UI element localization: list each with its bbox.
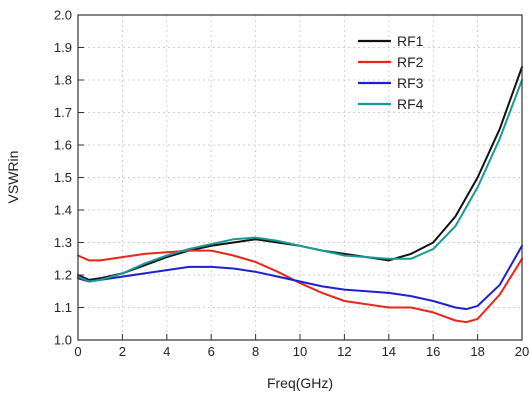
series-line-rf4: [77, 79, 523, 283]
x-tick-label: 12: [337, 344, 351, 359]
x-tick-label: 18: [470, 344, 484, 359]
series-lines: [77, 66, 523, 324]
x-tick-label: 4: [163, 344, 170, 359]
y-tick-label: 1.5: [54, 170, 72, 185]
y-tick-label: 1.0: [54, 333, 72, 348]
x-tick-label: 0: [74, 344, 81, 359]
x-tick-label: 20: [515, 344, 529, 359]
x-axis-title: Freq(GHz): [267, 375, 333, 391]
y-tick-label: 1.3: [54, 235, 72, 250]
series-line-rf2: [77, 249, 523, 324]
legend-label-rf1: RF1: [397, 33, 424, 49]
y-tick-label: 1.6: [54, 138, 72, 153]
x-tick-label: 8: [252, 344, 259, 359]
legend-label-rf3: RF3: [397, 75, 424, 91]
legend: RF1 RF2 RF3 RF4: [358, 33, 424, 112]
x-tick-label: 10: [293, 344, 307, 359]
y-tick-label: 1.1: [54, 300, 72, 315]
x-tick-label: 14: [382, 344, 396, 359]
legend-label-rf2: RF2: [397, 54, 424, 70]
x-tick-label: 6: [208, 344, 215, 359]
legend-label-rf4: RF4: [397, 96, 424, 112]
y-tick-label: 2.0: [54, 8, 72, 23]
series-line-rf3: [77, 244, 523, 311]
y-tick-label: 1.2: [54, 268, 72, 283]
y-tick-label: 1.8: [54, 73, 72, 88]
grid-lines: [78, 15, 522, 340]
axis-ticks: [77, 14, 523, 341]
y-tick-label: 1.9: [54, 40, 72, 55]
y-tick-label: 1.4: [54, 203, 72, 218]
y-axis-title: VSWRin: [5, 151, 21, 204]
y-tick-label: 1.7: [54, 105, 72, 120]
axis-tick-labels: 0 2 4 6 8 10 12 14 16 18 20 1.0 1.1 1.2 1.3 1.4 1.5 1.6 1.…: [54, 8, 529, 360]
x-tick-label: 16: [426, 344, 440, 359]
x-tick-label: 2: [119, 344, 126, 359]
